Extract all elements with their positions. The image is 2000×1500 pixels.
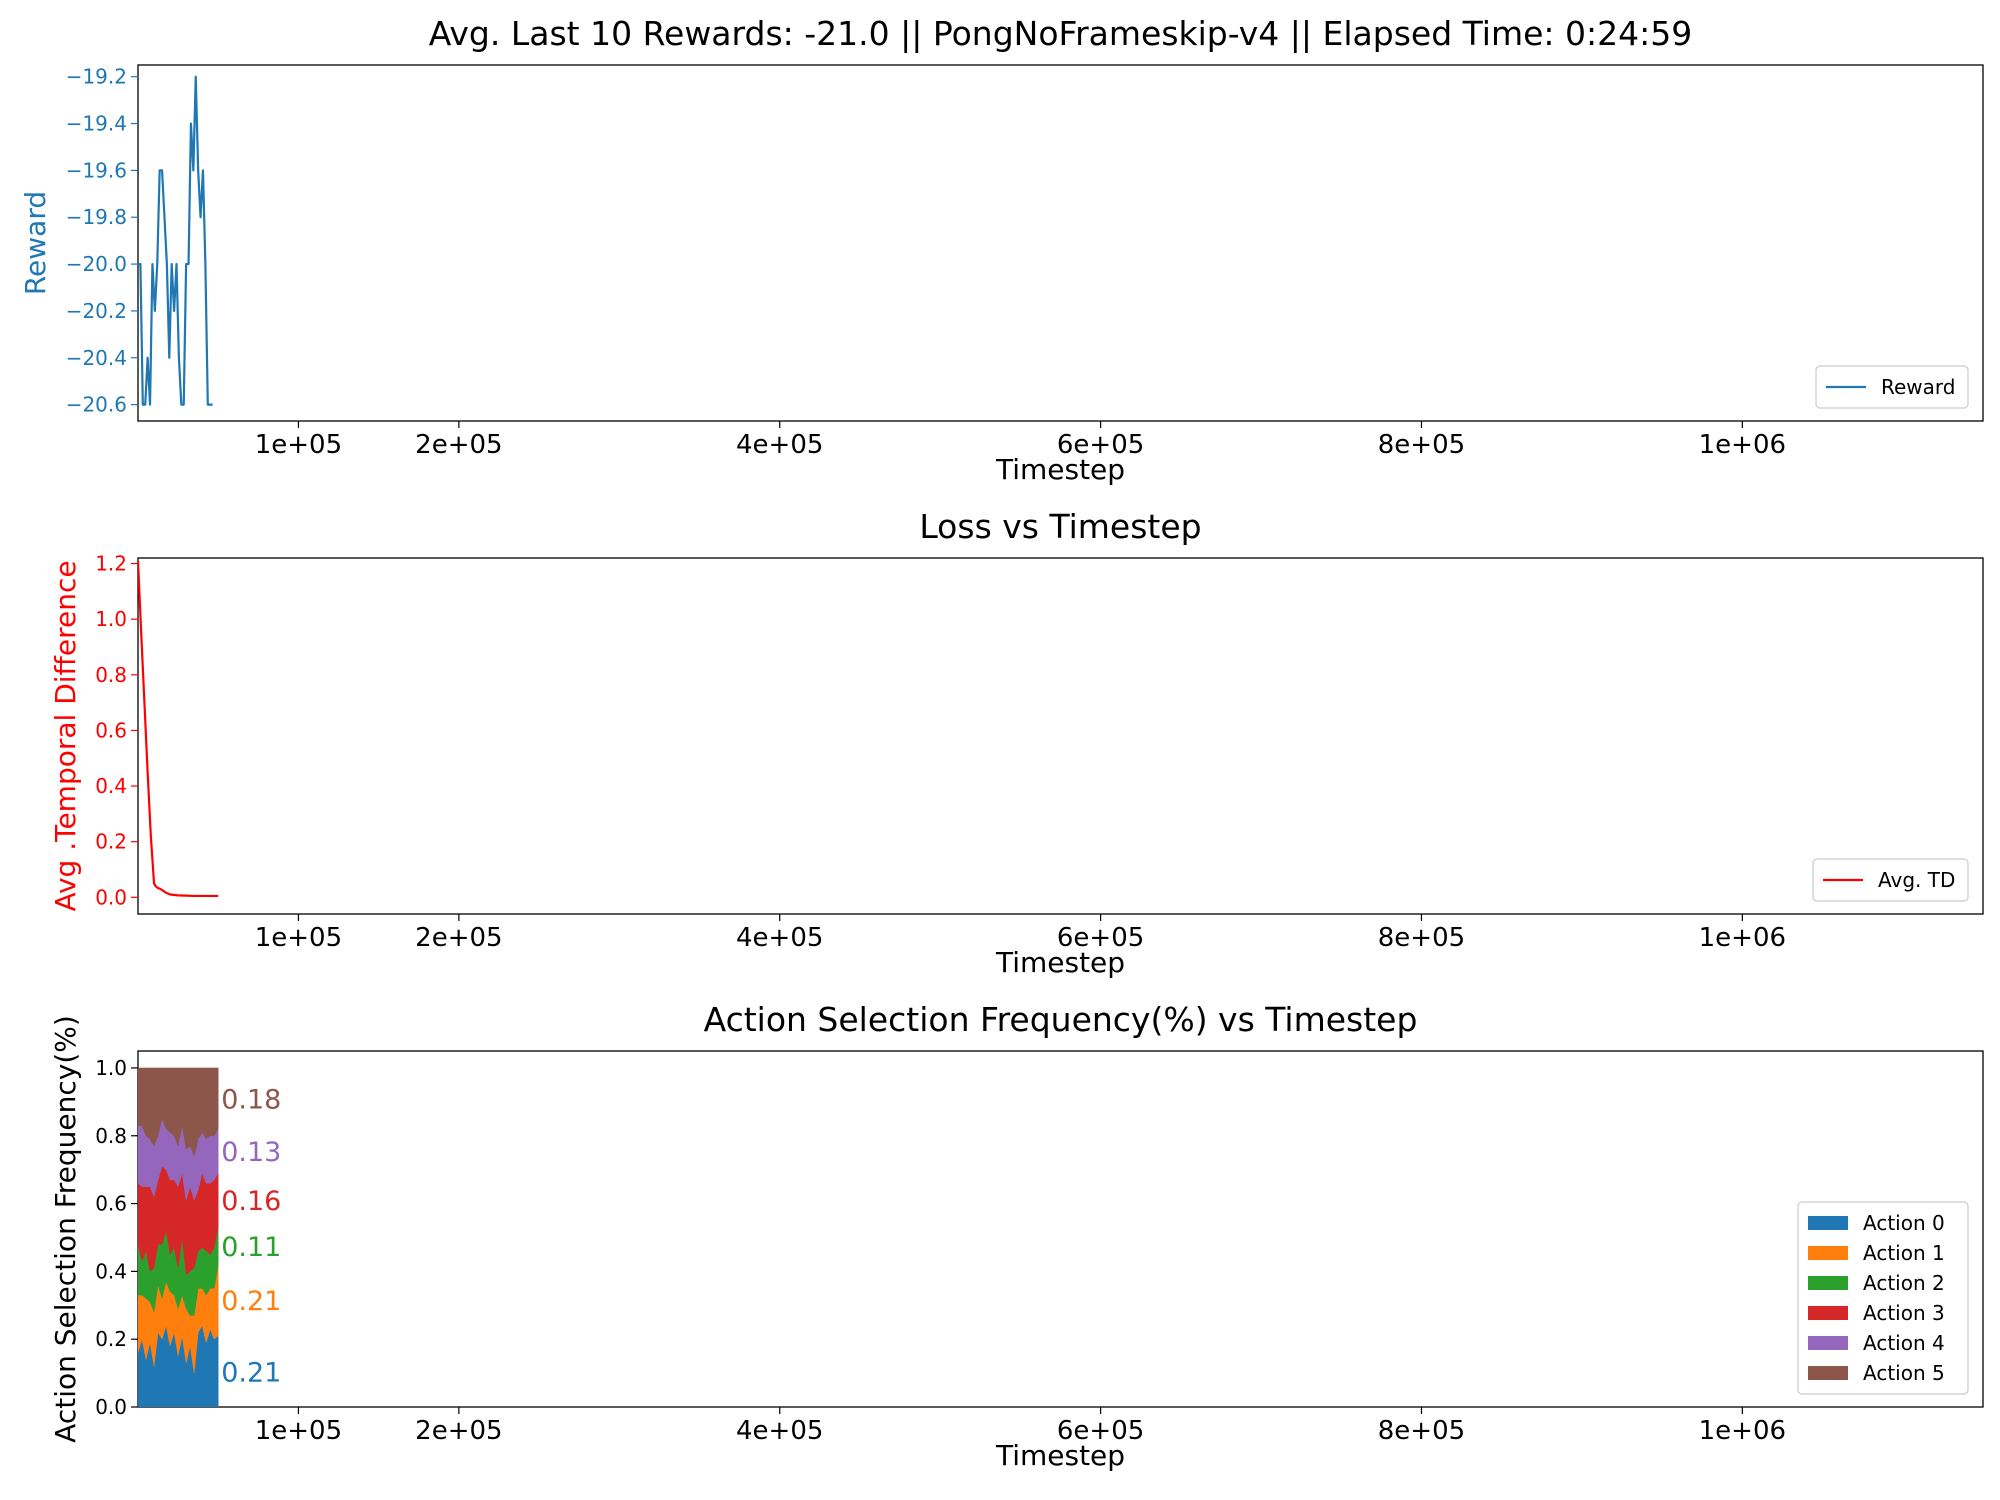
- legend-label: Action 1: [1863, 1241, 1945, 1265]
- y-tick-label: −19.2: [66, 65, 127, 89]
- x-tick-label: 6e+05: [1057, 1416, 1144, 1446]
- y-tick-label: −20.6: [66, 393, 127, 417]
- x-tick-label: 4e+05: [736, 1416, 823, 1446]
- y-tick-label: 0.6: [95, 718, 127, 742]
- end-value-label: 0.16: [221, 1186, 281, 1217]
- legend-swatch: [1808, 1366, 1848, 1380]
- x-tick-label: 1e+05: [255, 923, 342, 953]
- x-tick-label: 1e+06: [1699, 430, 1786, 460]
- y-tick-label: 1.0: [95, 1056, 127, 1080]
- y-tick-label: 0.0: [95, 1395, 127, 1419]
- legend-label: Action 4: [1863, 1331, 1945, 1355]
- y-tick-label: 0.4: [95, 774, 127, 798]
- y-tick-label: −20.2: [66, 299, 127, 323]
- y-axis-label: Reward: [19, 191, 52, 295]
- x-tick-label: 2e+05: [415, 923, 502, 953]
- y-tick-label: 0.4: [95, 1259, 127, 1283]
- legend-label: Avg. TD: [1878, 868, 1955, 892]
- x-axis-label: Timestep: [995, 946, 1125, 979]
- data-layer: [138, 75, 213, 406]
- end-value-label: 0.11: [221, 1232, 281, 1263]
- end-value-label: 0.21: [221, 1357, 281, 1388]
- x-tick-label: 1e+06: [1699, 1416, 1786, 1446]
- plot-frame: [137, 64, 1984, 422]
- y-tick-label: 0.0: [95, 885, 127, 909]
- legend-label: Action 0: [1863, 1211, 1945, 1235]
- legend-label: Action 3: [1863, 1301, 1945, 1325]
- chart-panel-3: Action Selection Frequency(%) vs Timeste…: [49, 1000, 1984, 1472]
- plot-frame: [137, 1050, 1984, 1408]
- x-tick-label: 1e+05: [255, 1416, 342, 1446]
- legend: Reward: [1815, 365, 1969, 409]
- x-tick-label: 2e+05: [415, 1416, 502, 1446]
- legend-label: Reward: [1881, 375, 1955, 399]
- y-tick-label: 0.8: [95, 663, 127, 687]
- x-tick-label: 6e+05: [1057, 430, 1144, 460]
- y-tick-label: 1.2: [95, 552, 127, 576]
- legend: Avg. TD: [1812, 858, 1969, 902]
- legend-swatch: [1808, 1276, 1848, 1290]
- y-tick-label: −19.6: [66, 158, 127, 182]
- legend-swatch: [1808, 1306, 1848, 1320]
- y-axis-label: Action Selection Frequency(%): [49, 1015, 82, 1443]
- x-tick-label: 8e+05: [1378, 430, 1465, 460]
- chart-title: Loss vs Timestep: [919, 507, 1201, 546]
- x-tick-label: 8e+05: [1378, 923, 1465, 953]
- y-tick-label: −20.4: [66, 346, 127, 370]
- chart-title: Avg. Last 10 Rewards: -21.0 || PongNoFra…: [429, 14, 1692, 53]
- legend: Action 0 Action 1 Action 2 Action 3 Action 4…: [1797, 1201, 1969, 1395]
- chart-panel-1: Avg. Last 10 Rewards: -21.0 || PongNoFra…: [19, 14, 1984, 486]
- x-axis-label: Timestep: [995, 1439, 1125, 1472]
- legend-swatch: [1808, 1246, 1848, 1260]
- y-tick-label: 0.6: [95, 1192, 127, 1216]
- plot-frame: [137, 557, 1984, 915]
- y-tick-label: −19.8: [66, 205, 127, 229]
- legend-swatch: [1808, 1216, 1848, 1230]
- y-axis-label: Avg .Temporal Difference: [49, 560, 82, 911]
- chart-panel-2: Loss vs Timestep 1e+05 2e+05 4e+05 6e+05 8e+0…: [49, 507, 1984, 979]
- x-tick-label: 2e+05: [415, 430, 502, 460]
- data-layer: [138, 1067, 219, 1407]
- legend-swatch: [1808, 1336, 1848, 1350]
- end-value-label: 0.18: [221, 1084, 281, 1115]
- end-value-label: 0.13: [221, 1137, 281, 1168]
- y-tick-label: 0.2: [95, 1327, 127, 1351]
- y-tick-label: 0.2: [95, 830, 127, 854]
- area-action-5: [138, 1067, 219, 1157]
- x-tick-label: 4e+05: [736, 923, 823, 953]
- y-tick-label: 1.0: [95, 607, 127, 631]
- legend-box: [1812, 858, 1969, 902]
- x-axis-label: Timestep: [995, 453, 1125, 486]
- x-tick-label: 4e+05: [736, 430, 823, 460]
- x-tick-label: 1e+05: [255, 430, 342, 460]
- end-value-label: 0.21: [221, 1286, 281, 1317]
- chart-title: Action Selection Frequency(%) vs Timeste…: [704, 1000, 1418, 1039]
- legend-label: Action 2: [1863, 1271, 1945, 1295]
- x-tick-label: 8e+05: [1378, 1416, 1465, 1446]
- y-tick-label: −20.0: [66, 252, 127, 276]
- series-line-reward: [138, 75, 213, 406]
- y-tick-label: −19.4: [66, 112, 127, 136]
- legend-box: [1815, 365, 1969, 409]
- y-tick-label: 0.8: [95, 1124, 127, 1148]
- x-tick-label: 6e+05: [1057, 923, 1144, 953]
- x-tick-label: 1e+06: [1699, 923, 1786, 953]
- series-line-avg-td: [138, 560, 219, 898]
- data-layer: [138, 560, 219, 898]
- legend-label: Action 5: [1863, 1361, 1945, 1385]
